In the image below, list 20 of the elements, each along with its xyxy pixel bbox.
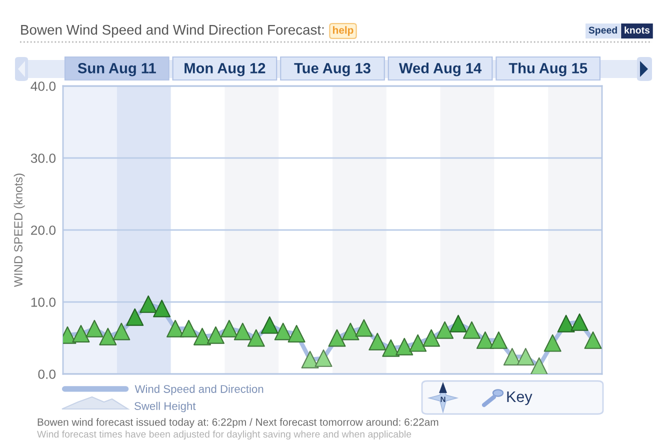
text: knots [624, 26, 650, 34]
x-tick-label: Wed Aug 14 [398, 62, 482, 76]
x-tick-label: Mon Aug 12 [184, 63, 266, 76]
chart-title: Bowen Wind Speed and Wind Direction Forecast: [21, 24, 324, 38]
y-tick-label: 0.0 [38, 370, 56, 379]
text: help [333, 26, 354, 36]
y-tick-label: 20.0 [31, 226, 56, 235]
text: Wind Speed and Direction [134, 384, 264, 396]
text: Key [507, 391, 532, 406]
text: Wind forecast times have been adjusted for daylight saving where and when applicable [37, 430, 412, 440]
x-tick-label: Thu Aug 15 [508, 62, 588, 76]
text: Speed [588, 26, 617, 36]
text: Swell Height [134, 402, 196, 412]
y-axis-title: WIND SPEED (knots) [14, 174, 25, 288]
text: Bowen wind forecast issued today at: 6:22pm / Next forecast tomorrow around: 6:22am [38, 418, 438, 428]
y-tick-label: 10.0 [31, 298, 56, 307]
x-tick-label: Sun Aug 11 [78, 63, 156, 76]
y-tick-label: 40.0 [30, 82, 56, 91]
x-tick-label: Tue Aug 13 [294, 63, 370, 76]
y-tick-label: 30.0 [30, 154, 56, 163]
